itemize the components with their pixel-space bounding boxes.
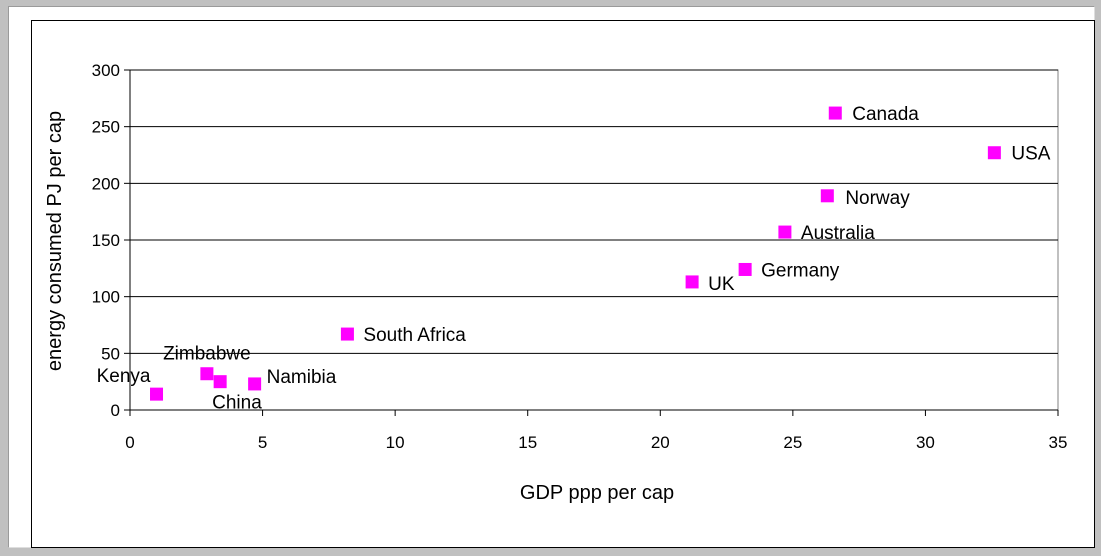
data-points: [150, 106, 1001, 401]
point-canada: [828, 106, 842, 120]
x-axis-title: GDP ppp per cap: [520, 482, 674, 504]
x-tick-label: 10: [386, 433, 405, 452]
y-tick-label: 150: [92, 231, 120, 250]
point-label-kenya: Kenya: [97, 366, 151, 387]
x-tick-label: 30: [916, 433, 935, 452]
point-namibia: [248, 377, 262, 391]
y-tick-label: 200: [92, 174, 120, 193]
gridlines: [129, 69, 1059, 411]
point-label-australia: Australia: [801, 223, 875, 244]
point-zimbabwe: [200, 367, 214, 381]
point-label-norway: Norway: [845, 188, 910, 209]
point-label-germany: Germany: [761, 260, 840, 281]
point-label-zimbabwe: Zimbabwe: [163, 344, 251, 365]
y-tick-label: 250: [92, 118, 120, 137]
x-tick-label: 35: [1049, 433, 1068, 452]
point-kenya: [150, 387, 164, 401]
chart-area: [8, 6, 1095, 548]
x-tick-label: 20: [651, 433, 670, 452]
point-label-china: China: [212, 393, 262, 414]
y-axis-title: energy consumed PJ per cap: [44, 111, 66, 371]
point-uk: [685, 275, 699, 289]
point-australia: [778, 225, 792, 239]
y-tick-label: 0: [111, 401, 120, 420]
x-tick-label: 0: [125, 433, 134, 452]
x-tick-label: 15: [518, 433, 537, 452]
point-germany: [738, 262, 752, 276]
x-tick-label: 25: [783, 433, 802, 452]
point-label-south-africa: South Africa: [363, 325, 466, 346]
point-norway: [820, 189, 834, 203]
point-china: [213, 375, 227, 389]
point-label-uk: UK: [708, 274, 735, 295]
y-tick-label: 100: [92, 288, 120, 307]
point-label-canada: Canada: [852, 104, 919, 125]
axes: [124, 69, 1059, 416]
x-tick-label: 5: [258, 433, 267, 452]
tick-labels: 0 50 100 150 200 250 300 0 5 10 15 20 25 30 35: [92, 61, 1068, 452]
chart-border: [31, 20, 1095, 548]
point-usa: [987, 146, 1001, 160]
y-tick-label: 300: [92, 61, 120, 80]
point-south-africa: [340, 327, 354, 341]
point-label-namibia: Namibia: [267, 367, 337, 388]
y-tick-label: 50: [101, 344, 120, 363]
point-label-usa: USA: [1011, 144, 1050, 165]
